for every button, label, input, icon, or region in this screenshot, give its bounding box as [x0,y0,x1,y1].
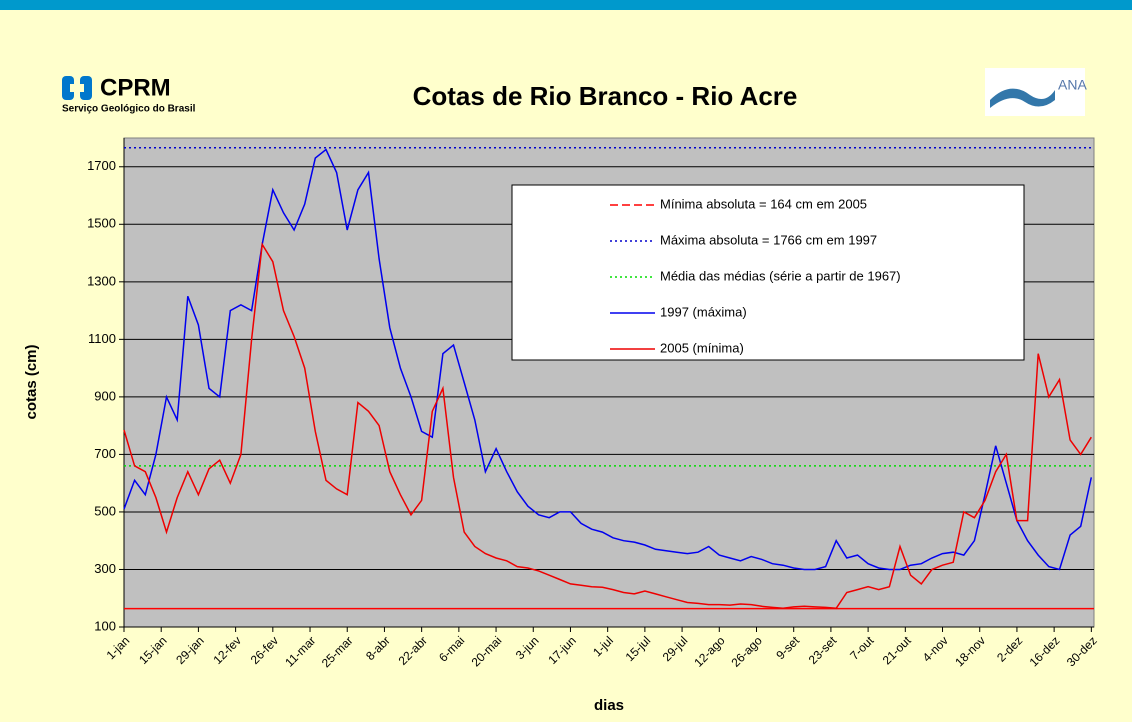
legend-label: 1997 (máxima) [660,304,747,319]
logo-shape [62,76,74,100]
logo-subtitle: Serviço Geológico do Brasil [62,104,196,115]
y-tick-label: 1700 [87,158,116,173]
y-tick-label: 700 [94,446,116,461]
y-tick-label: 1100 [88,331,116,346]
logo-text: ANA [1058,77,1087,93]
legend-label: 2005 (mínima) [660,340,744,355]
logo-shape [70,84,84,92]
legend-box [511,184,1025,361]
legend: Mínima absoluta = 164 cm em 2005 Máxima a… [511,184,1025,361]
chart-title: Cotas de Rio Branco - Rio Acre [413,81,798,111]
y-tick-label: 1500 [87,216,116,231]
legend-label: Média das médias (série a partir de 1967… [660,268,901,283]
y-tick-label: 500 [94,503,116,518]
logo-shape [80,76,92,100]
series-line [123,242,1092,610]
x-axis-label: dias [594,697,624,714]
top-bar [0,0,1132,10]
y-tick-label: 1300 [87,273,116,288]
series-line [123,148,1093,571]
y-tick-label: 100 [94,618,116,633]
legend-label: Mínima absoluta = 164 cm em 2005 [660,196,867,211]
y-tick-label: 900 [94,388,116,403]
logo-wave [990,88,1055,108]
y-tick-label: 300 [94,561,116,576]
legend-label: Máxima absoluta = 1766 cm em 1997 [660,232,877,247]
logo-text: CPRM [100,74,171,101]
ana-logo: ANA [985,68,1087,116]
y-axis-label: cotas (cm) [23,344,40,419]
cprm-logo: CPRM Serviço Geológico do Brasil [62,74,196,115]
